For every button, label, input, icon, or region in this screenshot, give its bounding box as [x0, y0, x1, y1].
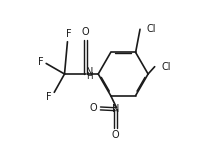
Text: F: F — [46, 92, 52, 102]
Text: Cl: Cl — [161, 62, 171, 72]
Text: N: N — [86, 67, 93, 77]
Text: H: H — [86, 72, 93, 81]
Text: F: F — [66, 29, 72, 39]
Text: O: O — [82, 27, 90, 37]
Text: F: F — [38, 57, 43, 67]
Text: O: O — [111, 130, 119, 140]
Text: Cl: Cl — [147, 24, 156, 34]
Text: N: N — [112, 104, 120, 114]
Text: O: O — [90, 103, 97, 114]
